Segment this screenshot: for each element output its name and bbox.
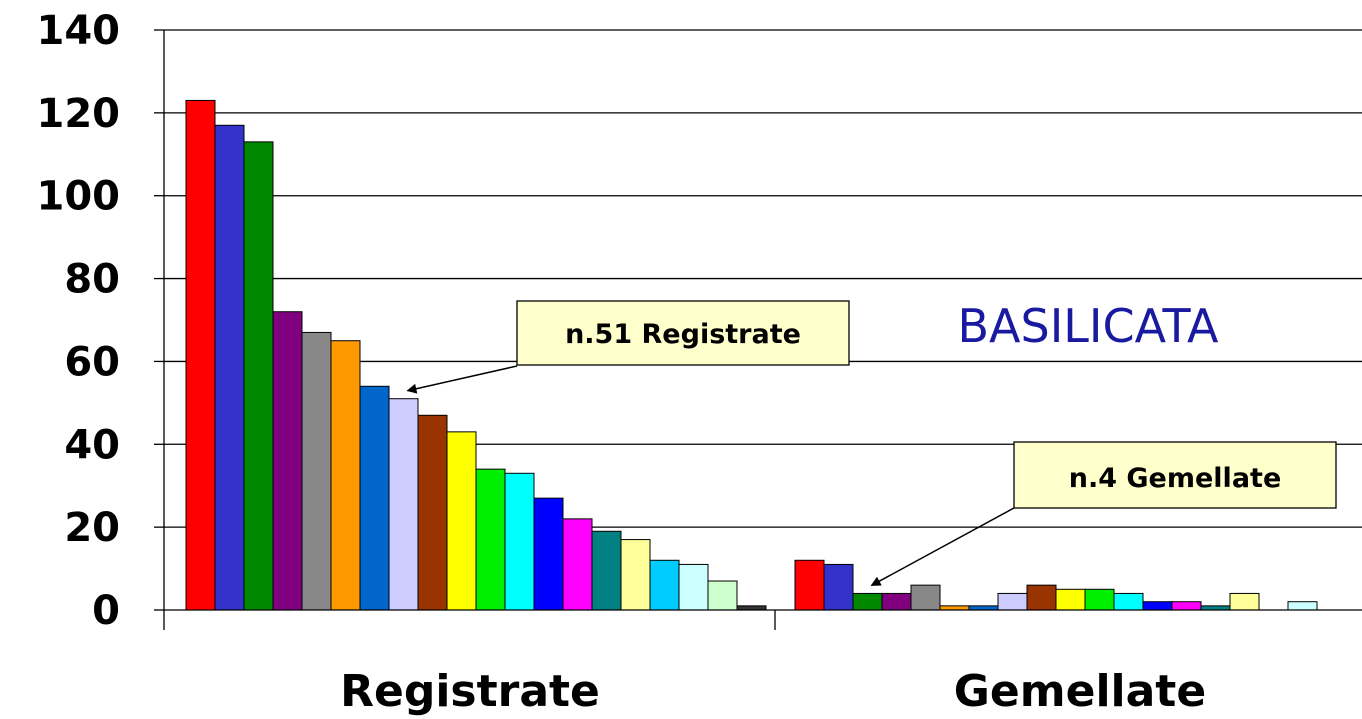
bar-registrate-8 xyxy=(388,398,419,611)
bar-registrate-14 xyxy=(562,518,593,611)
bar-registrate-13 xyxy=(533,497,564,611)
chart-title: BASILICATA xyxy=(958,299,1220,353)
annotation-arrow xyxy=(406,365,518,394)
axes xyxy=(163,30,1362,630)
annotations: n.51 Registrate n.4 Gemellate xyxy=(406,300,1337,587)
annotation-arrow xyxy=(870,507,1015,587)
bar-registrate-7 xyxy=(359,385,390,611)
bar-registrate-17 xyxy=(649,559,680,611)
bar-registrate-2 xyxy=(214,124,245,611)
annotation-box xyxy=(1013,441,1337,509)
bar-registrate-18 xyxy=(678,563,709,611)
x-category-label: Gemellate xyxy=(954,666,1206,717)
bar-registrate-9 xyxy=(417,414,448,611)
bar-gemellate-2 xyxy=(823,563,854,611)
bar-registrate-16 xyxy=(620,539,651,611)
y-tick-label: 80 xyxy=(64,257,120,303)
bar-registrate-12 xyxy=(504,472,535,611)
bar-gemellate-10 xyxy=(1055,588,1086,611)
y-tick-label: 120 xyxy=(37,91,121,137)
y-tick-label: 100 xyxy=(37,174,121,220)
bar-gemellate-9 xyxy=(1026,584,1057,611)
bars xyxy=(185,99,1318,611)
annotation-box xyxy=(516,300,850,366)
bar-registrate-19 xyxy=(707,580,738,611)
y-axis-tick-labels: 0 20 40 60 80 100 120 140 xyxy=(37,8,121,634)
y-tick-label: 140 xyxy=(37,8,121,54)
y-tick-label: 60 xyxy=(64,339,120,385)
bar-gemellate-8 xyxy=(997,592,1028,611)
bar-gemellate-11 xyxy=(1084,588,1115,611)
bar-registrate-10 xyxy=(446,431,477,611)
bar-gemellate-4 xyxy=(881,592,912,611)
bar-registrate-15 xyxy=(591,530,622,611)
bar-gemellate-5 xyxy=(910,584,941,611)
annotation-label: n.51 Registrate xyxy=(565,319,801,350)
bar-registrate-11 xyxy=(475,468,506,611)
annotation-label: n.4 Gemellate xyxy=(1069,463,1282,494)
y-tick-label: 0 xyxy=(92,588,120,634)
bar-registrate-5 xyxy=(301,331,332,611)
bar-gemellate-16 xyxy=(1229,592,1260,611)
bar-registrate-3 xyxy=(243,141,274,611)
bar-gemellate-14 xyxy=(1171,601,1202,611)
y-tick-label: 40 xyxy=(64,422,120,468)
bar-gemellate-18 xyxy=(1287,601,1318,611)
bar-gemellate-13 xyxy=(1142,601,1173,611)
bar-registrate-4 xyxy=(272,311,303,611)
bar-gemellate-12 xyxy=(1113,592,1144,611)
x-category-label: Registrate xyxy=(340,666,600,717)
bar-registrate-6 xyxy=(330,340,361,611)
bar-gemellate-3 xyxy=(852,592,883,611)
y-tick-label: 20 xyxy=(64,505,120,551)
bar-gemellate-1 xyxy=(794,559,825,611)
bar-registrate-1 xyxy=(185,99,216,611)
x-axis-category-labels: Registrate Gemellate xyxy=(340,666,1206,717)
